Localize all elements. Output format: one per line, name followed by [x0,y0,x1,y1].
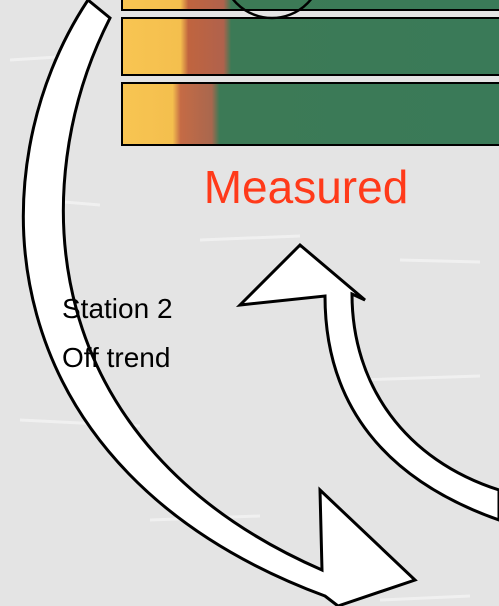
note-line: Off trend [62,342,170,373]
bar [121,17,499,76]
highlight-circle [231,0,313,20]
bar [121,0,499,11]
note-line: Station 2 [62,293,173,324]
measured-label: Measured [204,161,409,213]
bars [121,0,499,146]
arrow [22,0,418,606]
bar [121,82,499,146]
